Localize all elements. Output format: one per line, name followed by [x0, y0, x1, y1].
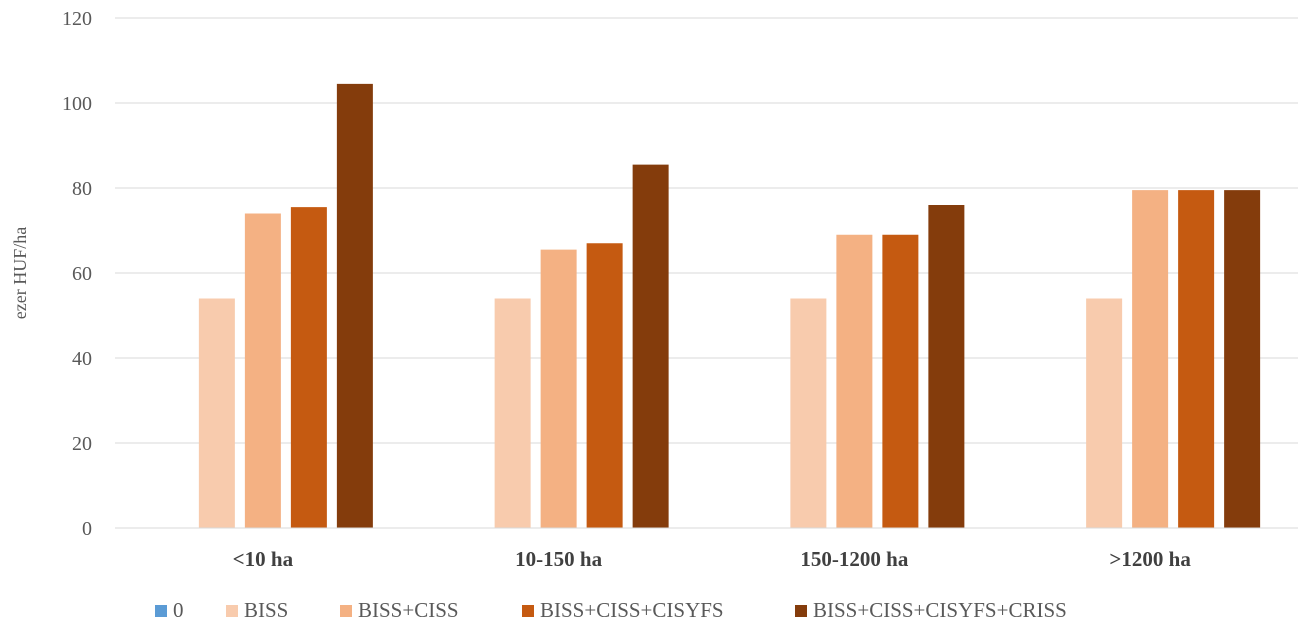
bar	[494, 298, 531, 528]
bar	[1132, 190, 1169, 528]
bar	[586, 243, 623, 528]
bar	[1224, 190, 1261, 528]
y-tick-label: 120	[62, 8, 92, 30]
bar	[790, 298, 827, 528]
y-tick-label: 20	[72, 433, 92, 455]
legend-swatch	[340, 604, 352, 617]
bar	[882, 234, 919, 528]
bars	[198, 83, 1261, 528]
legend-swatch	[522, 604, 534, 617]
legend-item: BISS+CISS+CISYFS+CRISS	[795, 598, 1067, 623]
bar	[290, 207, 327, 528]
legend-item: BISS	[226, 598, 288, 623]
legend-item: BISS+CISS+CISYFS	[522, 598, 724, 623]
y-tick-label: 40	[72, 348, 92, 370]
legend-swatch	[226, 604, 238, 617]
legend-label: BISS+CISS+CISYFS	[540, 598, 724, 622]
legend-swatch	[795, 604, 807, 617]
x-category-label: 10-150 ha	[515, 547, 602, 571]
bar	[928, 205, 965, 528]
legend-swatch	[155, 604, 167, 617]
legend-label: 0	[173, 598, 184, 622]
bar	[336, 83, 373, 528]
legend: 0 BISS BISS+CISS BISS+CISS+CISYFS BISS+CISS+…	[0, 598, 1304, 628]
y-tick-label: 100	[62, 93, 92, 115]
y-axis-ticks: 0 20 40 60 80 100 120	[62, 8, 92, 540]
bar	[244, 213, 281, 528]
legend-item: 0	[155, 598, 184, 623]
legend-item: BISS+CISS	[340, 598, 459, 623]
legend-label: BISS+CISS	[358, 598, 459, 622]
legend-label: BISS	[244, 598, 289, 622]
x-axis-categories: <10 ha 10-150 ha 150-1200 ha >1200 ha	[233, 547, 1192, 571]
y-tick-label: 60	[72, 263, 92, 285]
y-tick-label: 0	[82, 518, 92, 540]
bar	[1086, 298, 1123, 528]
bar	[540, 249, 577, 528]
bar	[1178, 190, 1215, 528]
bar	[632, 164, 669, 528]
bar	[836, 234, 873, 528]
legend-label: BISS+CISS+CISYFS+CRISS	[813, 598, 1067, 622]
x-category-label: >1200 ha	[1109, 547, 1191, 571]
bar	[198, 298, 235, 528]
x-category-label: <10 ha	[233, 547, 294, 571]
x-category-label: 150-1200 ha	[800, 547, 908, 571]
y-tick-label: 80	[72, 178, 92, 200]
y-axis-label: ezer HUF/ha	[10, 227, 30, 319]
